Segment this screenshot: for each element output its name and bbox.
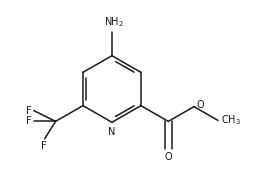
- Text: N: N: [108, 127, 116, 137]
- Text: F: F: [41, 141, 46, 151]
- Text: O: O: [165, 152, 172, 162]
- Text: NH$_2$: NH$_2$: [104, 15, 124, 29]
- Text: CH$_3$: CH$_3$: [221, 114, 241, 127]
- Text: F: F: [26, 116, 32, 126]
- Text: F: F: [26, 106, 32, 116]
- Text: O: O: [197, 100, 204, 110]
